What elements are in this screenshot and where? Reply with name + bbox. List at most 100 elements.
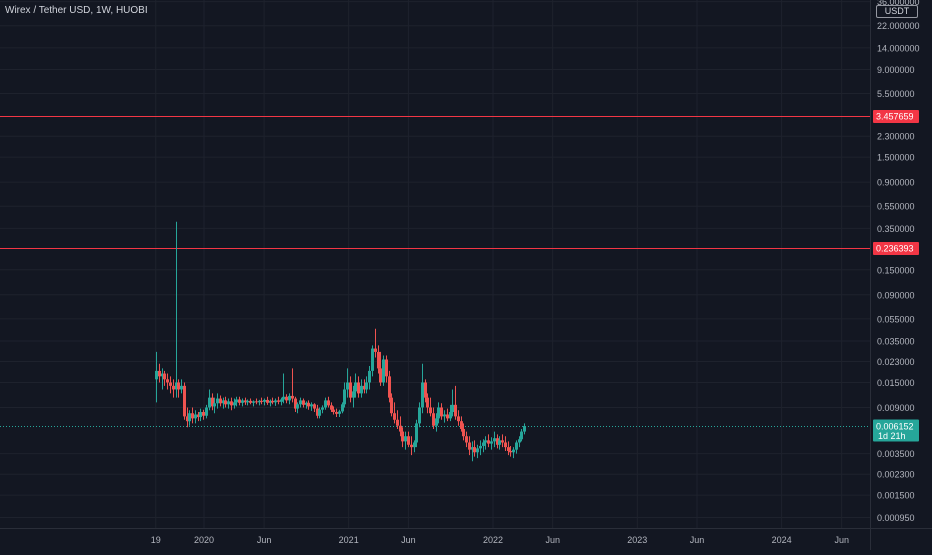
candle-body [371,348,374,371]
price-tick-label: 0.550000 [877,202,915,212]
candle-body [197,414,200,418]
candle [462,423,465,441]
candle [443,410,446,423]
candle-body [418,407,421,424]
candle [352,385,355,408]
time-tick-label: Jun [690,535,705,545]
symbol-title[interactable]: Wirex / Tether USD, 1W, HUOBI [5,5,148,16]
candle [321,405,324,414]
candle-body [390,397,393,414]
candle [415,419,418,448]
candle-body [468,442,471,450]
candle-body [213,403,216,407]
currency-label[interactable]: USDT [876,5,918,18]
candle [327,396,330,408]
candle-body [330,405,333,410]
bar-countdown-label: 1d 21h [878,431,906,441]
candle [401,427,404,448]
candle [338,409,341,418]
candle-body [449,412,452,419]
candle [186,407,189,428]
candle [255,398,258,405]
candle [213,397,216,414]
candle [216,393,219,409]
candle-body [186,416,189,422]
candle [341,402,344,414]
candle [266,396,269,405]
price-tick-label: 0.090000 [877,290,915,300]
candle [437,402,440,424]
candle [493,431,496,448]
candle-body [255,401,258,403]
candle-body [172,385,175,390]
candle-body [451,404,454,413]
price-tick-label: 0.035000 [877,337,915,347]
candle [263,398,266,406]
candle [354,373,357,398]
candle-body [460,421,463,429]
candle [468,436,471,456]
price-tick-label: 0.009000 [877,403,915,413]
time-axis[interactable]: 19 2020 Jun 2021 Jun 2022 Jun 2023 Jun 2024 Jun [0,528,932,546]
price-tick-label: 5.500000 [877,89,915,99]
candle [518,436,521,448]
candle [385,355,388,383]
candle [520,428,523,442]
candle [449,404,452,422]
candle-body [365,382,368,390]
candle [490,437,493,450]
price-axis[interactable]: 36.000000 22.000000 14.000000 9.000000 5.500… [870,0,932,550]
candle [407,431,410,448]
candle [313,403,316,413]
candle [454,385,457,420]
candle-body [518,439,521,443]
candle [282,373,285,404]
time-tick-label: Jun [545,535,560,545]
candle-body [482,442,485,446]
candle-body [388,376,391,398]
candle-body [487,440,490,444]
candle-body [457,416,460,422]
candle [363,379,366,394]
candles [155,221,526,462]
candle-body [280,399,283,402]
candle [374,328,377,358]
candle-body [520,431,523,440]
candle-body [296,404,299,409]
price-tick-label: 0.003500 [877,449,915,459]
candle [515,440,518,454]
candle-body [374,348,377,352]
candle [233,398,236,409]
candle [194,410,197,424]
candle [219,395,222,407]
candle-body [401,431,404,442]
candle [183,382,186,420]
candle-body [238,399,241,403]
candle [413,440,416,453]
candle [365,376,368,394]
candle [484,436,487,450]
candle [498,436,501,450]
candle-body [446,414,449,419]
candle-body [158,370,161,377]
candle [451,389,454,417]
price-tick-label: 0.001500 [877,491,915,501]
candle [169,376,172,394]
candle [238,396,241,406]
candle [426,393,429,414]
candle-body [476,448,479,453]
candle-body [465,436,468,443]
candle [235,396,238,407]
candle-body [498,440,501,445]
candle-body [393,413,396,420]
candle-body [404,436,407,442]
candle-body [274,400,277,403]
candle [161,368,164,390]
candle-body [426,397,429,408]
candle [457,410,460,426]
candle-body [382,359,385,383]
candle-body [335,412,338,414]
candle [241,398,244,407]
